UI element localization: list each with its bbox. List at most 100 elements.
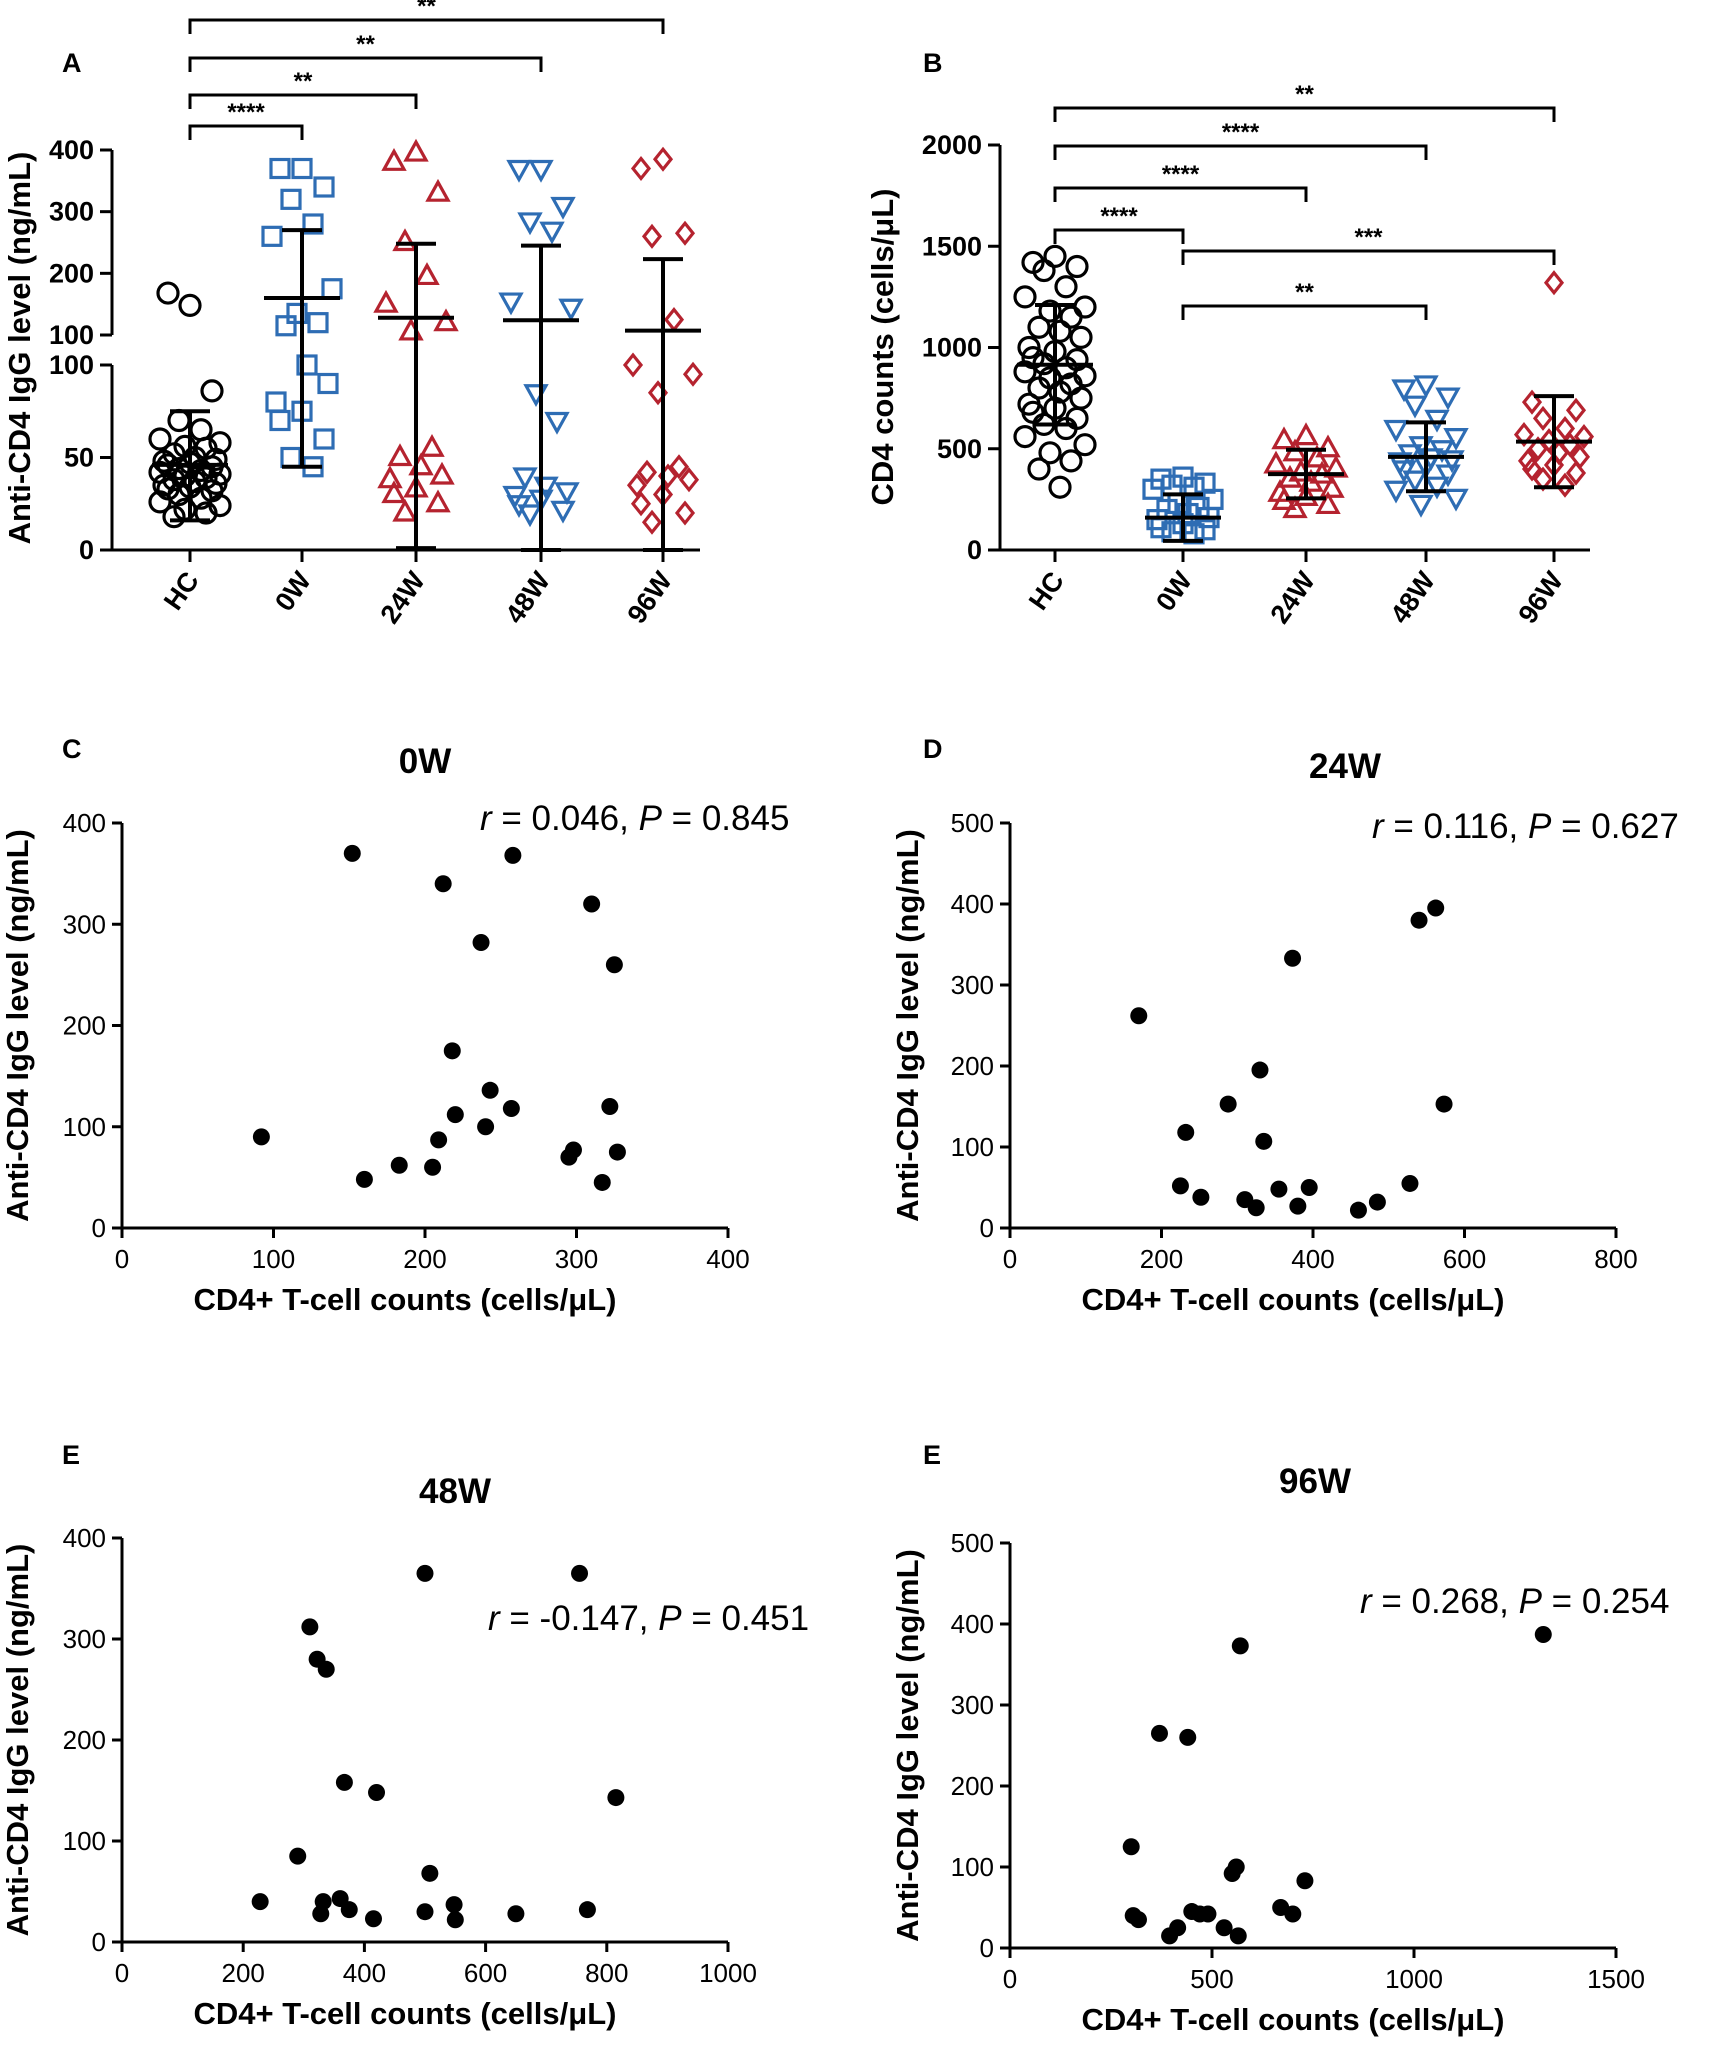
data-point-96w bbox=[1573, 424, 1595, 450]
stat-r-label: r bbox=[1372, 807, 1385, 846]
data-point-0w bbox=[269, 157, 291, 180]
significance-bracket bbox=[1053, 106, 1556, 122]
x-tick-label: 1000 bbox=[1385, 1964, 1443, 1994]
stat-r-label: r bbox=[1360, 1582, 1373, 1621]
data-point bbox=[502, 1100, 520, 1118]
data-point-96w bbox=[1532, 405, 1554, 431]
stat-p-text: = 0.254 bbox=[1542, 1582, 1669, 1621]
panel-label-b: B bbox=[923, 48, 943, 78]
data-point-96w bbox=[1554, 472, 1576, 498]
data-point-24w bbox=[425, 489, 451, 513]
data-point-0w bbox=[265, 391, 287, 413]
significance-label: ** bbox=[294, 68, 313, 95]
data-point-24w bbox=[392, 498, 418, 522]
data-point-hc bbox=[1073, 295, 1097, 319]
significance-bracket bbox=[1053, 186, 1308, 202]
stat-p-label: P bbox=[639, 799, 663, 838]
significance-label: **** bbox=[1222, 119, 1260, 146]
data-point-24w bbox=[373, 289, 399, 313]
panel-label-d: D bbox=[923, 734, 943, 764]
x-tick-label: 800 bbox=[585, 1958, 628, 1988]
data-point bbox=[430, 1131, 448, 1149]
x-tick-label: 24W bbox=[374, 566, 431, 629]
data-point-96w bbox=[674, 220, 696, 246]
data-point-hc bbox=[156, 281, 180, 305]
data-point bbox=[1284, 1905, 1302, 1923]
data-point bbox=[593, 1173, 611, 1191]
data-point-0w bbox=[1194, 519, 1216, 541]
data-point-hc bbox=[1038, 441, 1062, 465]
data-point-hc bbox=[1073, 433, 1097, 457]
x-tick-label: 48W bbox=[1384, 566, 1441, 629]
data-point-48w bbox=[550, 196, 576, 220]
data-point bbox=[343, 844, 361, 862]
significance-bracket bbox=[188, 18, 665, 34]
data-point bbox=[578, 1901, 596, 1919]
x-axis-label: CD4+ T-cell counts (cells/μL) bbox=[1082, 2002, 1505, 2037]
panel-c-chart: 0 100 200 300 400 0 100 200 300 400 CD4+ T-cell co… bbox=[0, 742, 789, 1317]
data-point-96w bbox=[652, 146, 674, 172]
data-point-48w bbox=[1413, 375, 1439, 399]
y-tick-label: 300 bbox=[49, 197, 94, 227]
data-point-0w bbox=[313, 176, 335, 198]
y-tick-label: 400 bbox=[63, 1523, 106, 1553]
data-point bbox=[390, 1156, 408, 1174]
y-tick-label: 100 bbox=[951, 1852, 994, 1882]
data-point-hc bbox=[208, 431, 232, 455]
data-point bbox=[1247, 1199, 1265, 1217]
x-tick-label: HC bbox=[1023, 566, 1070, 615]
x-tick-label: 400 bbox=[706, 1244, 749, 1274]
data-point bbox=[340, 1901, 358, 1919]
y-tick-label: 400 bbox=[951, 1609, 994, 1639]
correlation-stat: r = -0.147, P = 0.451 bbox=[488, 1599, 809, 1638]
data-point bbox=[1227, 1858, 1245, 1876]
significance-bracket bbox=[188, 124, 304, 140]
significance-bracket bbox=[1053, 228, 1185, 244]
data-point-0w bbox=[280, 446, 302, 469]
x-tick-label: 300 bbox=[555, 1244, 598, 1274]
data-point bbox=[1284, 949, 1302, 967]
data-point-48w bbox=[1383, 419, 1409, 443]
data-point-hc bbox=[1027, 376, 1051, 400]
data-point-48w bbox=[1402, 395, 1428, 419]
data-point-24w bbox=[1271, 426, 1297, 450]
data-point bbox=[481, 1081, 499, 1099]
data-point bbox=[445, 1896, 463, 1914]
data-point bbox=[1122, 1838, 1140, 1856]
x-tick-label: 1000 bbox=[699, 1958, 757, 1988]
y-tick-label: 300 bbox=[951, 1690, 994, 1720]
data-point-24w bbox=[425, 178, 451, 202]
data-point-96w bbox=[1527, 436, 1549, 462]
data-point bbox=[1251, 1061, 1269, 1079]
data-point-48w bbox=[550, 500, 576, 524]
y-axis-label: Anti-CD4 IgG level (ng/mL) bbox=[0, 1544, 35, 1937]
data-point-24w bbox=[1319, 474, 1345, 498]
x-tick-label: 400 bbox=[343, 1958, 386, 1988]
data-point-hc bbox=[1048, 380, 1072, 404]
significance-label: **** bbox=[1100, 203, 1138, 230]
data-point-hc bbox=[1038, 299, 1062, 323]
data-point-24w bbox=[1263, 450, 1289, 474]
data-point bbox=[607, 1789, 625, 1807]
data-point-0w bbox=[286, 302, 308, 325]
data-point-96w bbox=[636, 459, 658, 485]
significance-bracket bbox=[188, 93, 418, 109]
x-axis-label: CD4+ T-cell counts (cells/μL) bbox=[194, 1282, 617, 1317]
data-point bbox=[301, 1618, 319, 1636]
data-point-hc bbox=[178, 293, 202, 317]
significance-bracket bbox=[1181, 304, 1428, 320]
data-point-hc bbox=[189, 418, 213, 442]
data-point bbox=[335, 1773, 353, 1791]
data-point bbox=[1296, 1872, 1314, 1890]
data-point-24w bbox=[381, 148, 407, 171]
data-point-48w bbox=[517, 212, 543, 236]
correlation-stat: r = 0.046, P = 0.845 bbox=[480, 799, 789, 838]
data-point-96w bbox=[1513, 422, 1535, 448]
data-point-24w bbox=[1315, 491, 1341, 515]
data-point-hc bbox=[1059, 449, 1083, 473]
data-point-24w bbox=[1293, 422, 1319, 446]
data-point-48w bbox=[539, 221, 565, 245]
panel-label-a: A bbox=[62, 48, 82, 78]
data-point-0w bbox=[275, 315, 297, 337]
data-point-hc bbox=[162, 505, 186, 529]
